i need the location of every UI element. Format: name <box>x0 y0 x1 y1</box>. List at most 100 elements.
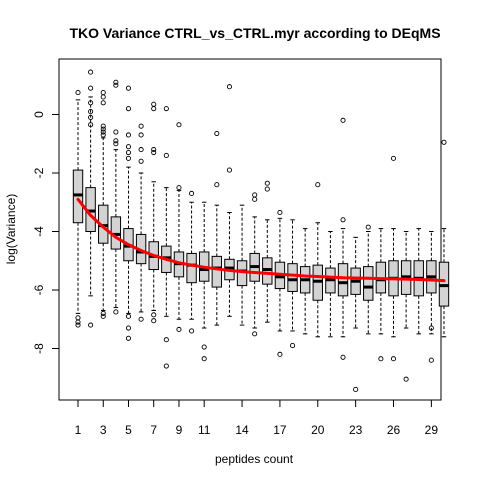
outlier-point <box>113 129 119 135</box>
outlier-point <box>252 196 258 202</box>
box-group <box>224 84 235 317</box>
outlier-point <box>138 147 144 153</box>
box-group <box>363 224 374 335</box>
outlier-point <box>151 101 157 107</box>
box-group <box>262 180 273 323</box>
y-axis: 0 -2 -4 -6 -8 <box>32 111 60 354</box>
outlier-point <box>378 356 384 362</box>
x-tick-label: 26 <box>387 423 401 437</box>
outlier-point <box>226 84 232 90</box>
outlier-point <box>428 325 434 331</box>
outlier-point <box>138 132 144 138</box>
outlier-point <box>201 356 207 362</box>
outlier-point <box>88 322 94 328</box>
box-group <box>312 182 323 338</box>
outlier-point <box>189 190 195 197</box>
outlier-point <box>151 147 157 153</box>
outlier-point <box>428 357 434 363</box>
outlier-point <box>403 376 409 382</box>
x-tick-label: 7 <box>150 423 157 437</box>
outlier-point <box>125 144 132 150</box>
outlier-point <box>88 122 94 128</box>
box-iqr <box>337 263 349 297</box>
outlier-point <box>214 182 220 188</box>
x-tick-label: 11 <box>198 423 211 437</box>
outlier-point <box>88 100 94 106</box>
box-group <box>350 236 361 393</box>
outlier-point <box>75 90 81 96</box>
box-group <box>299 228 311 335</box>
y-tick-label: -6 <box>32 284 46 295</box>
box-group <box>287 219 298 349</box>
box-group <box>236 204 248 326</box>
outlier-point <box>353 386 359 393</box>
outlier-point <box>163 106 169 112</box>
box-group <box>274 209 286 357</box>
outlier-point <box>125 85 132 91</box>
outlier-point <box>151 312 157 318</box>
outlier-point <box>100 126 106 132</box>
outlier-point <box>277 209 283 216</box>
x-tick-label: 9 <box>176 423 183 437</box>
outlier-point <box>289 343 296 349</box>
outlier-point <box>163 152 169 158</box>
x-tick-label: 23 <box>349 423 363 437</box>
chart-title: TKO Variance CTRL_vs_CTRL.myr according … <box>69 25 440 41</box>
box-group <box>211 130 223 326</box>
outlier-point <box>125 132 132 138</box>
outlier-point <box>138 123 144 129</box>
outlier-point <box>264 180 270 186</box>
boxes-layer <box>72 69 450 393</box>
outlier-point <box>100 94 106 100</box>
outlier-point <box>113 138 119 144</box>
outlier-point <box>75 319 81 325</box>
box-iqr <box>363 266 374 301</box>
outlier-point <box>113 141 119 147</box>
outlier-point <box>365 224 371 230</box>
x-tick-label: 1 <box>75 423 82 437</box>
box-iqr <box>186 252 197 284</box>
box-group <box>110 79 122 315</box>
y-tick-label: -8 <box>32 343 46 354</box>
box-group <box>325 231 336 338</box>
outlier-point <box>176 326 182 333</box>
outlier-point <box>100 123 106 129</box>
box-group <box>186 190 197 334</box>
outlier-point <box>252 331 258 337</box>
box-group <box>438 139 450 338</box>
box-group <box>388 155 399 362</box>
outlier-point <box>138 316 144 322</box>
outlier-point <box>151 106 157 112</box>
outlier-point <box>340 117 346 123</box>
box-group <box>249 192 260 337</box>
outlier-point <box>75 315 81 321</box>
outlier-point <box>100 90 106 96</box>
outlier-point <box>176 185 182 191</box>
y-axis-label: log(Variance) <box>4 194 18 264</box>
outlier-point <box>252 192 258 198</box>
outlier-point <box>113 309 119 315</box>
box-group <box>135 123 147 322</box>
outlier-point <box>226 167 232 173</box>
trend-line <box>76 197 446 283</box>
x-tick-label: 20 <box>311 423 325 437</box>
outlier-point <box>315 182 321 188</box>
outlier-point <box>340 217 346 223</box>
outlier-point <box>113 79 119 85</box>
box-group <box>375 228 387 362</box>
box-group <box>199 201 210 362</box>
outlier-point <box>340 354 346 360</box>
x-tick-label: 3 <box>100 423 107 437</box>
outlier-point <box>176 122 182 128</box>
outlier-point <box>125 106 132 112</box>
y-tick-label: 0 <box>32 111 46 118</box>
outlier-point <box>138 158 144 164</box>
outlier-point <box>88 85 94 91</box>
box-group <box>161 106 172 369</box>
x-tick-label: 14 <box>235 423 249 437</box>
outlier-point <box>151 318 157 324</box>
box-group <box>123 85 134 341</box>
outlier-point <box>88 114 94 120</box>
y-tick-label: -4 <box>32 226 46 237</box>
